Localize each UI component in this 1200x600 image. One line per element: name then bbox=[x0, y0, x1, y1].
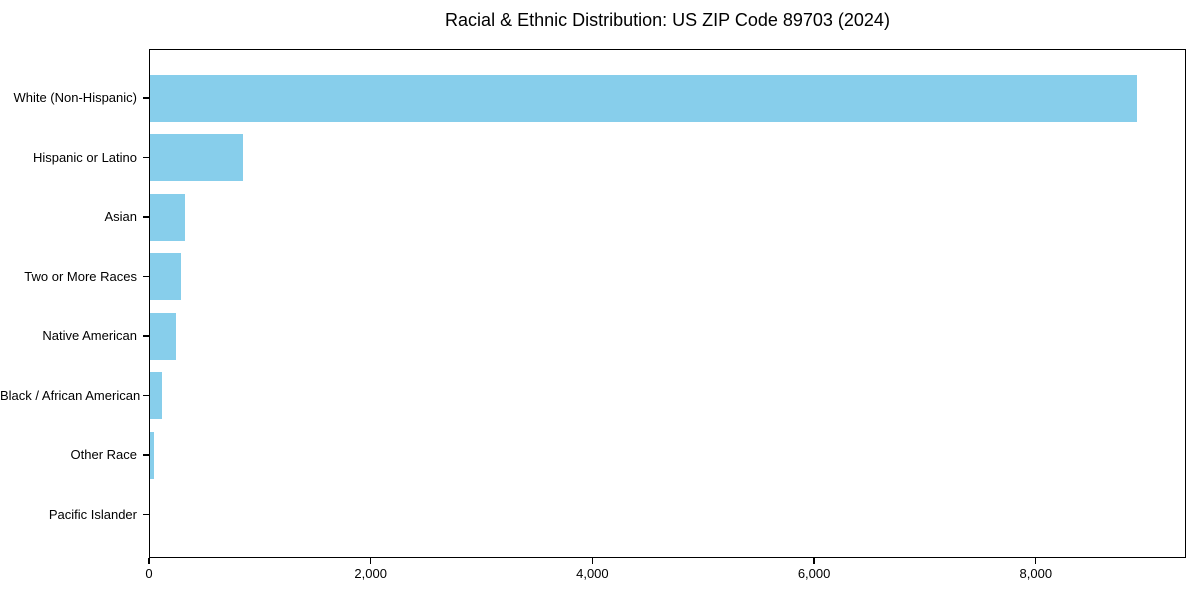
x-tick-label: 4,000 bbox=[576, 566, 609, 581]
x-tick-label: 2,000 bbox=[354, 566, 387, 581]
y-tick-mark bbox=[143, 97, 149, 99]
bar bbox=[150, 134, 243, 181]
y-tick-label: Pacific Islander bbox=[48, 506, 137, 522]
bar bbox=[150, 253, 181, 300]
x-tick-mark bbox=[591, 558, 593, 564]
y-tick-label: White (Non-Hispanic) bbox=[13, 90, 137, 105]
y-tick-label: Native American bbox=[42, 328, 137, 343]
x-tick-mark bbox=[1035, 558, 1037, 564]
y-tick-label: Asian bbox=[104, 209, 137, 224]
y-tick-mark bbox=[143, 454, 149, 456]
y-tick-label: Black / African American bbox=[0, 387, 141, 403]
bar bbox=[150, 312, 176, 360]
y-tick-mark bbox=[143, 275, 149, 278]
y-tick-mark bbox=[143, 394, 149, 397]
x-tick-label: 6,000 bbox=[797, 566, 831, 581]
y-tick-mark bbox=[143, 513, 149, 516]
x-tick-label: 8,000 bbox=[1019, 566, 1053, 581]
y-tick-label: Hispanic or Latino bbox=[32, 149, 137, 165]
y-tick-label: Other Race bbox=[70, 447, 137, 462]
x-tick-mark bbox=[148, 558, 150, 564]
bar bbox=[150, 431, 155, 479]
y-tick-label: Two or More Races bbox=[24, 268, 137, 284]
bar bbox=[150, 372, 162, 419]
y-tick-mark bbox=[143, 335, 149, 337]
y-tick-mark bbox=[143, 216, 149, 218]
bar bbox=[150, 74, 1138, 122]
chart-title: Racial & Ethnic Distribution: US ZIP Cod… bbox=[445, 10, 890, 30]
bar bbox=[150, 193, 185, 241]
x-tick-label: 0 bbox=[145, 566, 153, 581]
plot-area bbox=[149, 49, 1186, 558]
x-tick-mark bbox=[813, 558, 815, 564]
y-tick-mark bbox=[143, 156, 149, 159]
x-tick-mark bbox=[370, 558, 372, 564]
